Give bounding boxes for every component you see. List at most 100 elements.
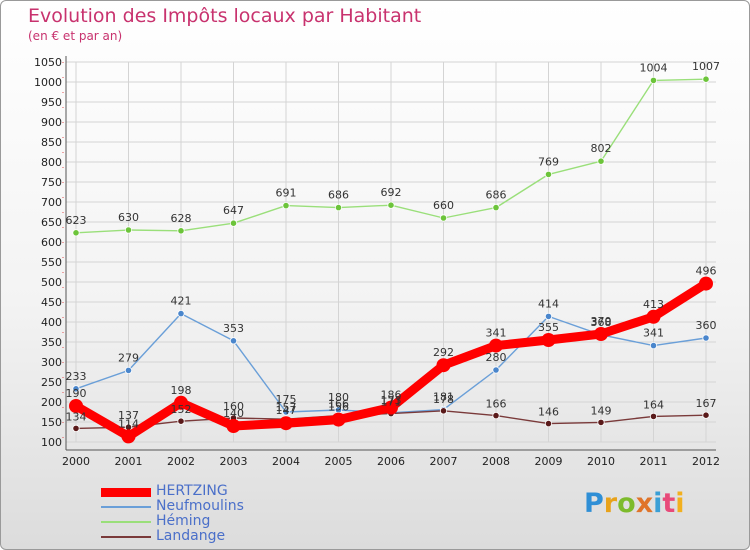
data-label-neufmoulins: 181: [433, 391, 454, 404]
data-point-hertzing: [594, 327, 608, 341]
logo-letter: i: [675, 488, 685, 519]
data-point-héming: [649, 76, 658, 85]
y-tick-label: 200: [41, 396, 62, 409]
legend-label: Landange: [156, 528, 226, 544]
data-point-hertzing: [436, 358, 451, 373]
data-label-héming: 769: [538, 155, 559, 168]
y-tick-label: 550: [41, 256, 62, 269]
data-point-hertzing: [279, 416, 293, 431]
y-tick-label: 350: [41, 336, 62, 349]
data-label-landange: 137: [118, 409, 139, 422]
grid-lines: [66, 61, 716, 443]
y-tick-label: 850: [41, 136, 62, 149]
data-label-landange: 149: [591, 404, 612, 417]
data-label-landange: 164: [643, 398, 664, 411]
data-label-landange: 178: [433, 393, 454, 406]
y-tick-label: 300: [41, 356, 62, 369]
legend-label: Héming: [156, 513, 211, 529]
data-label-hertzing: 114: [118, 417, 139, 430]
data-label-neufmoulins: 341: [643, 327, 664, 340]
data-point-neufmoulins: [702, 334, 710, 342]
data-label-hertzing: 190: [66, 387, 87, 400]
legend-swatch: [101, 506, 151, 508]
data-point-neufmoulins: [544, 312, 553, 320]
data-label-héming: 647: [223, 204, 244, 217]
data-point-héming: [334, 204, 343, 212]
data-point-héming: [387, 201, 395, 209]
x-tick-label: 2004: [272, 455, 300, 468]
data-label-héming: 692: [381, 186, 402, 199]
x-tick-label: 2011: [640, 455, 668, 468]
logo-letter: P: [584, 488, 604, 519]
data-point-neufmoulins: [229, 337, 238, 345]
data-label-landange: 146: [538, 406, 559, 419]
x-tick-label: 2009: [535, 455, 563, 468]
series: [69, 75, 713, 444]
y-tick-label: 400: [41, 316, 62, 329]
data-point-hertzing: [121, 429, 136, 444]
data-point-landange: [649, 412, 658, 420]
data-point-landange: [597, 418, 605, 426]
data-point-héming: [177, 227, 185, 235]
legend-swatch: [101, 536, 151, 538]
data-point-hertzing: [226, 419, 241, 433]
data-label-neufmoulins: 233: [66, 370, 87, 383]
y-tick-label: 700: [41, 196, 62, 209]
y-tick-label: 800: [41, 156, 62, 169]
data-label-héming: 628: [171, 212, 192, 225]
y-tick-label: 150: [41, 416, 62, 429]
y-tick-label: 100: [41, 436, 62, 449]
data-label-neufmoulins: 180: [328, 391, 349, 404]
y-tick-label: 250: [41, 376, 62, 389]
y-tick-label: 1050: [34, 56, 62, 69]
axes: 100 150 200 250 300 350 400 450 500 550 600 650 700 7…: [34, 56, 720, 468]
x-tick-label: 2003: [220, 455, 248, 468]
y-tick-label: 600: [41, 236, 62, 249]
data-point-héming: [72, 229, 80, 237]
data-label-héming: 802: [591, 142, 612, 155]
data-label-hertzing: 341: [486, 327, 507, 340]
data-point-hertzing: [541, 333, 556, 347]
y-tick-label: 650: [41, 216, 62, 229]
data-label-neufmoulins: 175: [276, 393, 297, 406]
logo-letter: i: [653, 488, 663, 519]
x-tick-label: 2005: [325, 455, 353, 468]
data-label-hertzing: 355: [538, 321, 559, 334]
data-label-héming: 686: [486, 189, 507, 202]
y-tick-label: 500: [41, 276, 62, 289]
chart-title: Evolution des Impôts locaux par Habitant: [28, 5, 422, 27]
data-label-landange: 166: [486, 398, 507, 411]
data-point-hertzing: [69, 399, 83, 413]
legend-label: Neufmoulins: [156, 498, 244, 514]
data-point-landange: [492, 411, 500, 420]
x-tick-label: 2000: [62, 455, 90, 468]
data-label-landange: 157: [276, 401, 297, 414]
x-tick-label: 2001: [115, 455, 143, 468]
data-point-landange: [72, 424, 80, 432]
data-label-hertzing: 292: [433, 346, 454, 359]
x-tick-label: 2008: [482, 455, 510, 468]
data-label-hertzing: 496: [696, 265, 717, 278]
data-point-landange: [544, 419, 553, 428]
data-label-hertzing: 140: [223, 407, 244, 420]
data-label-hertzing: 186: [381, 389, 402, 402]
logo-letter: r: [603, 488, 618, 519]
data-point-neufmoulins: [124, 366, 133, 374]
data-label-neufmoulins: 173: [381, 394, 402, 407]
proxiti-logo: Proxiti: [584, 488, 685, 519]
data-label-landange: 152: [171, 403, 192, 416]
y-tick-label: 450: [41, 296, 62, 309]
data-point-landange: [702, 411, 710, 419]
y-tick-label: 900: [41, 116, 62, 129]
data-point-héming: [597, 157, 605, 165]
data-point-neufmoulins: [72, 385, 80, 393]
data-point-neufmoulins: [282, 408, 290, 416]
x-tick-label: 2002: [167, 455, 195, 468]
data-point-héming: [439, 214, 448, 222]
legend-label: HERTZING: [156, 483, 228, 499]
data-label-hertzing: 198: [171, 384, 192, 397]
data-point-héming: [282, 202, 290, 210]
data-label-landange: 160: [223, 400, 244, 413]
